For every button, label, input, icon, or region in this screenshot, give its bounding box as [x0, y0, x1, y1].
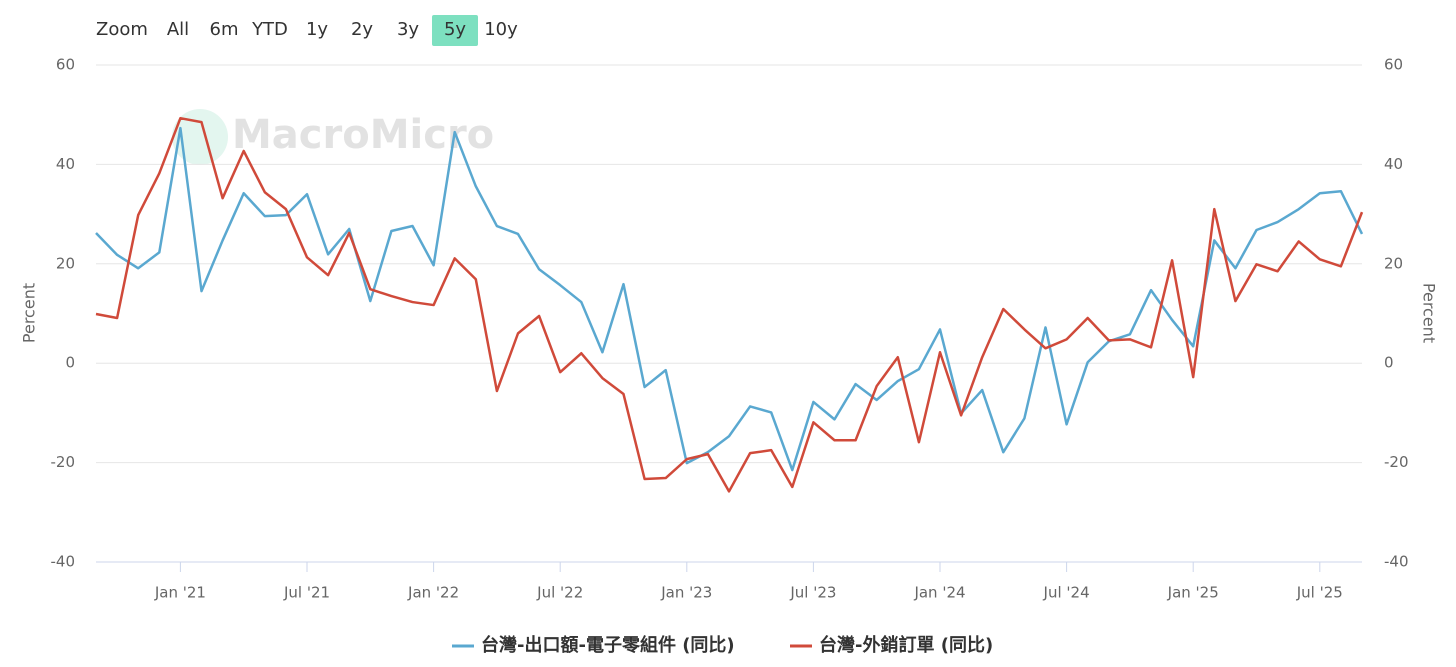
y2-tick-label: -20	[1384, 453, 1409, 471]
x-tick-label: Jul '21	[283, 584, 330, 602]
range-button[interactable]: 6m	[210, 19, 239, 40]
range-button[interactable]: 2y	[351, 19, 373, 40]
y-tick-label: -20	[51, 453, 76, 471]
y2-tick-label: 0	[1384, 354, 1394, 372]
y2-tick-label: 20	[1384, 254, 1403, 272]
x-tick-label: Jan '21	[154, 584, 206, 602]
y2-tick-label: -40	[1384, 553, 1409, 571]
x-tick-label: Jul '22	[536, 584, 583, 602]
y-tick-label: 20	[56, 254, 75, 272]
y-tick-label: 60	[56, 56, 75, 74]
zoom-label: Zoom	[96, 19, 148, 40]
watermark-logo	[172, 109, 228, 165]
y-axis-label: Percent	[20, 283, 39, 343]
x-tick-label: Jan '25	[1167, 584, 1219, 602]
x-tick-label: Jan '22	[407, 584, 459, 602]
range-button-bg[interactable]	[432, 15, 478, 46]
x-tick-label: Jul '24	[1043, 584, 1090, 602]
y2-axis-label: Percent	[1420, 283, 1439, 343]
range-button[interactable]: 10y	[484, 19, 518, 40]
series-line	[95, 116, 1364, 493]
range-button[interactable]: 1y	[306, 19, 328, 40]
x-tick-label: Jul '25	[1296, 584, 1343, 602]
range-button[interactable]: 5y	[444, 19, 466, 40]
y2-tick-label: 40	[1384, 155, 1403, 173]
series-line	[95, 126, 1364, 472]
x-tick-label: Jan '23	[660, 584, 712, 602]
watermark: MacroMicro	[232, 112, 494, 158]
legend-label[interactable]: 台灣-出口額-電子零組件 (同比)	[481, 634, 735, 656]
y-tick-label: 0	[65, 354, 75, 372]
y-tick-label: -40	[51, 553, 76, 571]
legend-label[interactable]: 台灣-外銷訂單 (同比)	[819, 634, 993, 656]
range-button[interactable]: 3y	[397, 19, 419, 40]
x-tick-label: Jul '23	[789, 584, 836, 602]
y2-tick-label: 60	[1384, 56, 1403, 74]
range-button[interactable]: All	[167, 19, 189, 40]
y-tick-label: 40	[56, 155, 75, 173]
x-tick-label: Jan '24	[913, 584, 965, 602]
range-button[interactable]: YTD	[251, 19, 288, 40]
